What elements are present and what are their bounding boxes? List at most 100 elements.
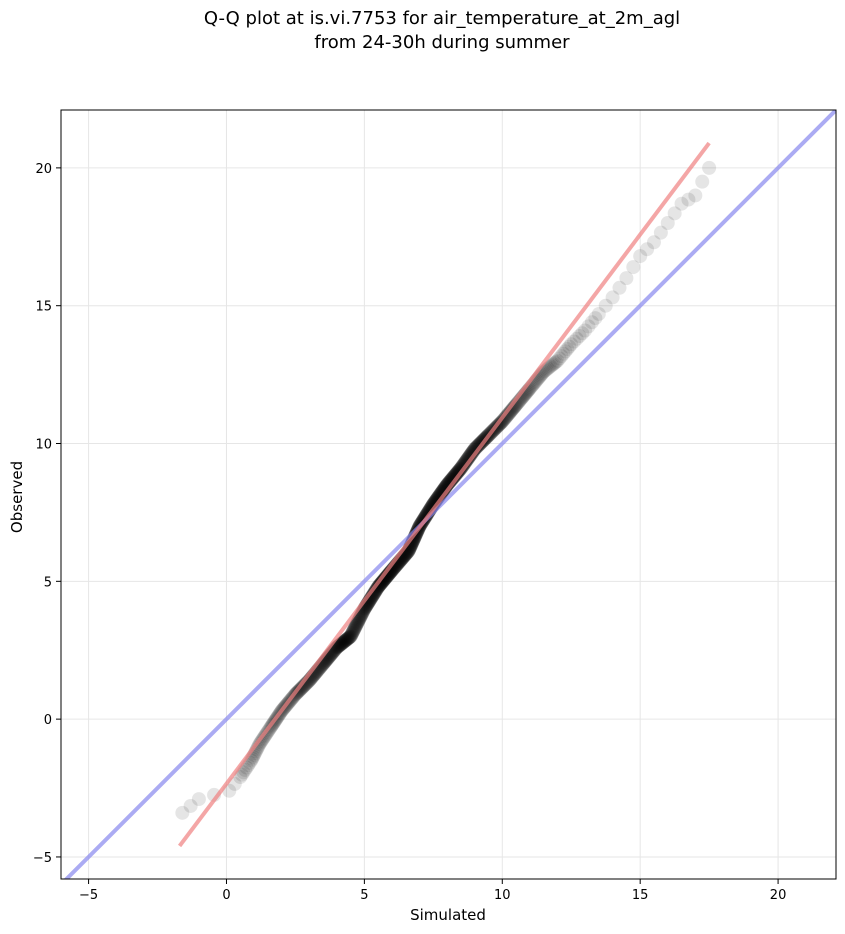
quantile-point bbox=[581, 319, 596, 334]
quantile-point bbox=[295, 679, 310, 694]
quantile-point bbox=[469, 440, 484, 455]
quantile-point bbox=[653, 225, 668, 240]
quantile-point bbox=[333, 637, 348, 652]
quantile-point bbox=[338, 633, 353, 648]
quantile-point bbox=[341, 631, 356, 646]
quantile-point bbox=[460, 451, 475, 466]
quantile-point bbox=[370, 580, 385, 595]
quantile-point bbox=[449, 466, 464, 481]
chart-title-line-1: Q-Q plot at is.vi.7753 for air_temperatu… bbox=[204, 8, 680, 29]
chart-title-line-2: from 24-30h during summer bbox=[314, 32, 570, 53]
quantile-point bbox=[334, 637, 349, 652]
quantile-point bbox=[342, 630, 357, 645]
quantile-point bbox=[336, 635, 351, 650]
quantile-point bbox=[350, 614, 365, 629]
quantile-point bbox=[546, 357, 561, 372]
x-tick-label: 10 bbox=[494, 888, 511, 903]
quantile-point bbox=[337, 634, 352, 649]
quantile-point bbox=[458, 455, 473, 470]
quantile-point bbox=[344, 628, 359, 643]
quantile-point bbox=[458, 454, 473, 469]
quantile-point bbox=[339, 632, 354, 647]
quantile-point bbox=[667, 206, 682, 221]
quantile-point bbox=[341, 630, 356, 645]
x-tick-label: −5 bbox=[79, 888, 98, 903]
y-ticks: −5 0 5 10 15 20 bbox=[33, 162, 61, 866]
quantile-point bbox=[332, 638, 347, 653]
quantile-point bbox=[336, 634, 351, 649]
quantile-point bbox=[350, 616, 365, 631]
quantile-point bbox=[345, 625, 360, 640]
quantile-point bbox=[660, 216, 675, 231]
quantile-point bbox=[469, 440, 484, 455]
x-tick-label: 0 bbox=[222, 888, 230, 903]
quantile-point bbox=[681, 192, 696, 207]
quantile-point bbox=[542, 360, 557, 375]
quantile-point bbox=[346, 624, 361, 639]
quantile-point bbox=[338, 633, 353, 648]
quantile-point bbox=[584, 315, 599, 330]
quantile-point bbox=[344, 626, 359, 641]
quantile-point bbox=[458, 454, 473, 469]
quantile-point bbox=[349, 617, 364, 632]
quantile-point bbox=[347, 622, 362, 637]
quantile-point bbox=[343, 629, 358, 644]
quantile-point bbox=[371, 579, 386, 594]
quantile-point bbox=[501, 406, 516, 421]
quantile-point bbox=[500, 408, 515, 423]
quantile-point bbox=[351, 614, 366, 629]
quantile-point bbox=[457, 455, 472, 470]
quantile-point bbox=[372, 578, 387, 593]
quantile-point bbox=[640, 242, 655, 257]
quantile-point bbox=[451, 464, 466, 479]
quantile-point bbox=[575, 326, 590, 341]
quantile-point bbox=[183, 798, 198, 813]
quantile-point bbox=[460, 452, 475, 467]
y-axis-label: Observed bbox=[8, 461, 26, 533]
quantile-point bbox=[343, 628, 358, 643]
y-tick-label: 0 bbox=[44, 713, 52, 728]
quantile-point bbox=[343, 629, 358, 644]
quantile-point bbox=[332, 638, 347, 653]
quantile-point bbox=[349, 618, 364, 633]
quantile-point bbox=[688, 188, 703, 203]
quantile-point bbox=[338, 633, 353, 648]
quantile-point bbox=[337, 634, 352, 649]
quantile-point bbox=[335, 636, 350, 651]
quantile-point bbox=[695, 174, 710, 189]
data-points bbox=[175, 160, 717, 820]
quantile-point bbox=[605, 290, 620, 305]
quantile-point bbox=[552, 351, 567, 366]
quantile-point bbox=[369, 581, 384, 596]
quantile-point bbox=[626, 260, 641, 275]
quantile-point bbox=[459, 453, 474, 468]
quantile-point bbox=[451, 464, 466, 479]
quantile-point bbox=[591, 306, 606, 321]
lines bbox=[63, 110, 836, 879]
quantile-point bbox=[348, 619, 363, 634]
quantile-point bbox=[340, 631, 355, 646]
quantile-point bbox=[572, 329, 587, 344]
quantile-point bbox=[372, 578, 387, 593]
quantile-point bbox=[347, 621, 362, 636]
x-axis-label: Simulated bbox=[410, 906, 486, 924]
quantile-point bbox=[370, 580, 385, 595]
quantile-point bbox=[350, 615, 365, 630]
quantile-point bbox=[233, 770, 248, 785]
quantile-point bbox=[191, 792, 206, 807]
quantile-point bbox=[619, 271, 634, 286]
quantile-point bbox=[372, 577, 387, 592]
quantile-point bbox=[450, 465, 465, 480]
quantile-point bbox=[373, 576, 388, 591]
quantile-point bbox=[588, 311, 603, 326]
quantile-point bbox=[544, 358, 559, 373]
quantile-point bbox=[461, 450, 476, 465]
quantile-point bbox=[348, 619, 363, 634]
quantile-point bbox=[562, 339, 577, 354]
quantile-point bbox=[340, 631, 355, 646]
quantile-point bbox=[370, 581, 385, 596]
quantile-point bbox=[502, 405, 517, 420]
quantile-point bbox=[543, 359, 558, 374]
quantile-point bbox=[346, 623, 361, 638]
